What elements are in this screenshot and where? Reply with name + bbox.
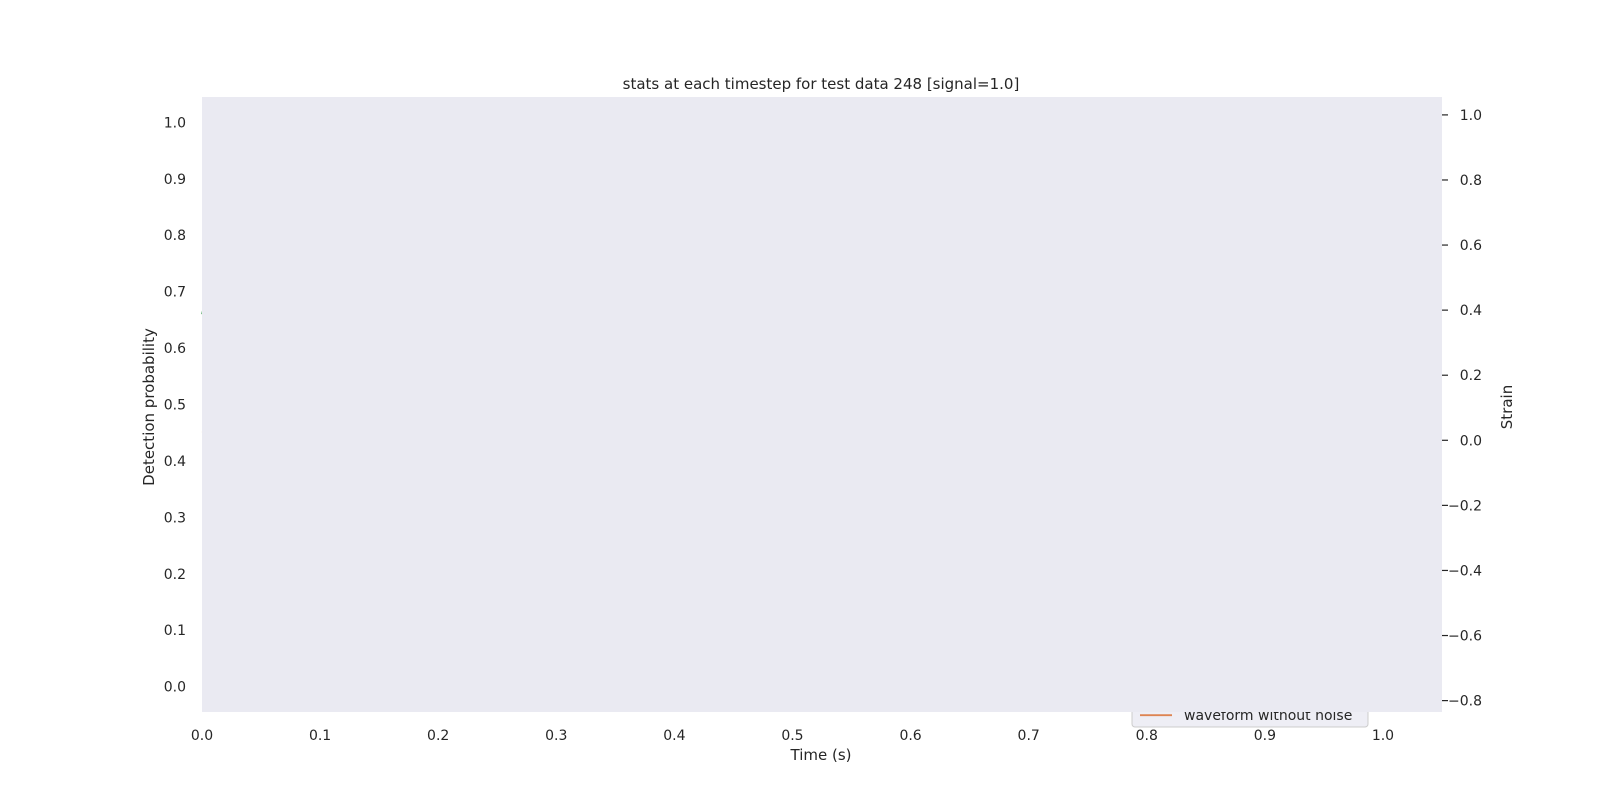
x-tick-label: 0.9 <box>1254 728 1276 744</box>
y-tick-label: 0.4 <box>164 454 186 470</box>
x-tick-label: 0.8 <box>1136 728 1158 744</box>
y-tick-label: 0.9 <box>164 172 186 188</box>
y-tick-label: 0.3 <box>164 510 186 526</box>
x-tick-label: 0.7 <box>1018 728 1040 744</box>
y2-tick-label: −0.8 <box>1448 694 1482 710</box>
y-tick-label: 0.7 <box>164 285 186 301</box>
y2-tick-label: −0.6 <box>1448 629 1482 645</box>
x-tick-label: 0.6 <box>899 728 921 744</box>
plot-area-fill <box>202 97 1442 712</box>
y-tick-label: 0.5 <box>164 398 186 414</box>
x-axis-ticks: 0.0 0.1 0.2 0.3 0.4 0.5 0.6 0.7 0.8 0.9 1.0 <box>191 728 1394 744</box>
y-tick-label: 1.0 <box>164 115 186 131</box>
y2-axis-ticks: −0.8 −0.6 −0.4 −0.2 0.0 0.2 0.4 0.6 0.8 1.0 <box>1442 108 1482 710</box>
y-axis-ticks: 0.0 0.1 0.2 0.3 0.4 0.5 0.6 0.7 0.8 0.9 1.0 <box>164 115 186 695</box>
y2-tick-label: −0.2 <box>1448 498 1482 514</box>
y2-tick-label: 0.8 <box>1460 173 1482 189</box>
y2-tick-label: −0.4 <box>1448 563 1482 579</box>
x-tick-label: 0.4 <box>663 728 685 744</box>
y-tick-label: 0.1 <box>164 623 186 639</box>
x-tick-label: 0.2 <box>427 728 449 744</box>
y-tick-label: 0.2 <box>164 567 186 583</box>
y2-tick-label: 0.6 <box>1460 238 1482 254</box>
y2-axis-label: Strain <box>1498 385 1516 429</box>
y2-tick-label: 0.0 <box>1460 433 1482 449</box>
y2-tick-label: 0.4 <box>1460 303 1482 319</box>
x-axis-label: Time (s) <box>790 746 852 764</box>
chart-title: stats at each timestep for test data 248… <box>623 75 1020 93</box>
y2-tick-label: 0.2 <box>1460 368 1482 384</box>
x-tick-label: 1.0 <box>1372 728 1394 744</box>
y-tick-label: 0.6 <box>164 341 186 357</box>
x-tick-label: 0.1 <box>309 728 331 744</box>
y-tick-label: 0.8 <box>164 228 186 244</box>
legend-entry: waveform without noise <box>1184 708 1352 724</box>
x-tick-label: 0.3 <box>545 728 567 744</box>
x-tick-label: 0.5 <box>781 728 803 744</box>
y-axis-label: Detection probability <box>140 328 158 486</box>
y2-tick-label: 1.0 <box>1460 108 1482 124</box>
x-tick-label: 0.0 <box>191 728 213 744</box>
y-tick-label: 0.0 <box>164 680 186 696</box>
